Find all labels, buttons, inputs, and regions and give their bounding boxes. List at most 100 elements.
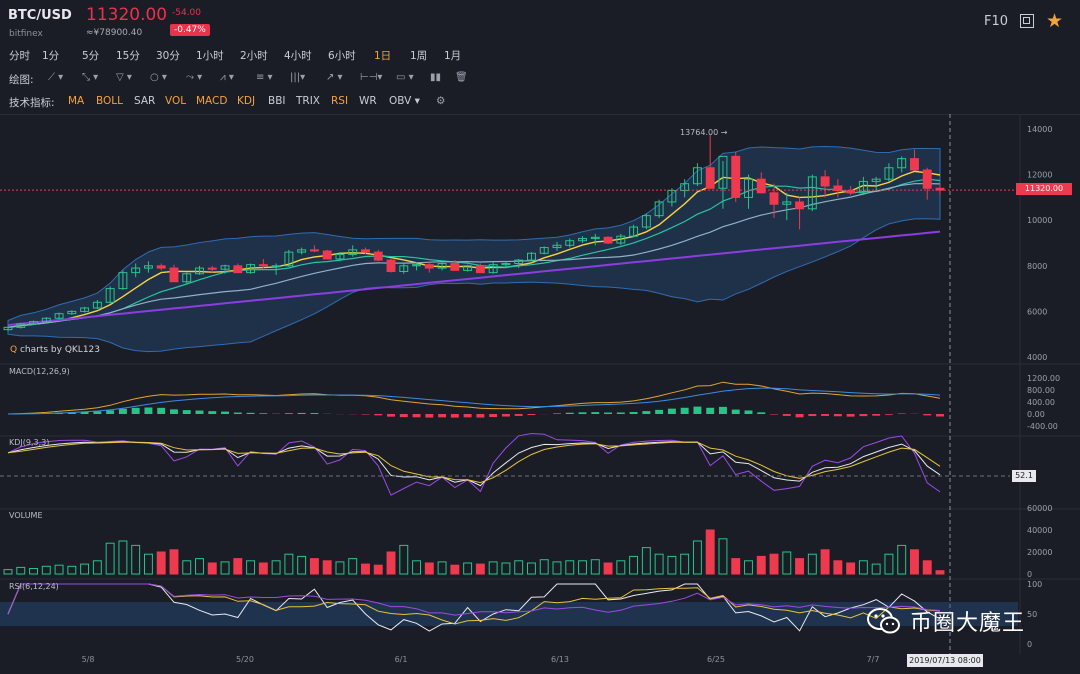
change-percent-badge: -0.47% — [170, 24, 210, 36]
candle — [450, 263, 460, 271]
indicator-ma[interactable]: MA — [68, 95, 85, 107]
cny-price: ≈¥78900.40 — [86, 28, 143, 38]
macd-dif-line — [7, 381, 941, 415]
rsi6-line — [7, 583, 941, 632]
candle — [769, 192, 779, 205]
macd-bar — [310, 413, 319, 414]
fibonacci-tool-icon[interactable]: ≡ ▾ — [256, 72, 273, 83]
candle — [590, 236, 600, 239]
timeframe-0[interactable]: 分时 — [9, 50, 30, 62]
timeframe-7[interactable]: 4小时 — [284, 50, 312, 62]
volume-bar — [807, 553, 817, 575]
macd-tick: 800.00 — [1027, 386, 1055, 395]
timeframe-3[interactable]: 15分 — [116, 50, 140, 62]
timeframe-2[interactable]: 5分 — [82, 50, 100, 62]
macd-bar — [821, 414, 830, 416]
triangle-tool-icon[interactable]: ▽ ▾ — [116, 72, 132, 83]
macd-bar — [578, 412, 587, 414]
favorite-star-icon[interactable]: ★ — [1046, 10, 1064, 32]
volume-bar — [769, 553, 779, 575]
qkl-logo-icon: Q — [10, 345, 18, 355]
macd-bar — [374, 414, 383, 416]
candle — [539, 247, 549, 254]
indicator-vol[interactable]: VOL — [165, 95, 187, 107]
timeframe-6[interactable]: 2小时 — [240, 50, 268, 62]
macd-bar — [642, 411, 651, 414]
timeframe-11[interactable]: 1月 — [444, 50, 462, 62]
trash-icon[interactable]: 🗑 — [455, 72, 468, 83]
circle-tool-icon[interactable]: ○ ▾ — [150, 72, 167, 83]
candle — [54, 313, 64, 319]
price-tick: 4000 — [1027, 353, 1047, 362]
chart-canvas[interactable]: 1400012000100008000600040001200.00800.00… — [0, 114, 1080, 674]
indicator-kdj[interactable]: KDJ — [237, 95, 256, 107]
volume-bar — [565, 560, 575, 575]
indicator-boll[interactable]: BOLL — [96, 95, 123, 107]
bar-chart-icon[interactable]: ▮▮ — [430, 72, 442, 83]
volume-bar — [182, 560, 192, 575]
measure-tool-icon[interactable]: ⊢⊣▾ — [360, 72, 383, 83]
date-tick: 6/1 — [395, 655, 408, 664]
timeframe-10[interactable]: 1周 — [410, 50, 428, 62]
macd-bar — [501, 414, 510, 417]
volume-tick: 0 — [1027, 570, 1032, 579]
macd-bar — [553, 413, 561, 414]
volume-bar — [3, 569, 13, 575]
rsi-tick: 0 — [1027, 640, 1032, 649]
candle — [309, 249, 319, 252]
macd-bar — [233, 412, 242, 414]
ray-tool-icon[interactable]: ⤡ ▾ — [82, 72, 99, 83]
macd-bar — [616, 412, 625, 414]
volume-bar — [705, 529, 715, 575]
macd-bar — [182, 410, 191, 414]
candle — [884, 167, 894, 180]
candle — [897, 158, 907, 169]
candle — [220, 265, 230, 270]
fullscreen-icon[interactable] — [1020, 14, 1034, 28]
arrow-tool-icon[interactable]: ↗ ▾ — [326, 72, 343, 83]
volume-bar — [54, 564, 64, 575]
volume-bar — [246, 560, 256, 575]
indicator-wr[interactable]: WR — [359, 95, 377, 107]
indicator-sar[interactable]: SAR — [134, 95, 156, 107]
watermark-text: 币圈大魔王 — [910, 611, 1026, 636]
macd-bar — [680, 407, 689, 414]
indicator-trix[interactable]: TRIX — [296, 95, 320, 107]
settings-icon[interactable]: ⚙ — [436, 95, 446, 107]
comment-tool-icon[interactable]: ▭ ▾ — [396, 72, 414, 83]
volume-bar — [654, 553, 664, 575]
candle — [846, 190, 856, 194]
volume-bar — [169, 549, 179, 575]
pair-symbol[interactable]: BTC/USD — [8, 8, 72, 23]
indicator-bbi[interactable]: BBI — [268, 95, 286, 107]
macd-bar — [744, 410, 753, 414]
timeframe-1[interactable]: 1分 — [42, 50, 60, 62]
macd-bar — [399, 414, 408, 418]
timeframe-5[interactable]: 1小时 — [196, 50, 224, 62]
indicator-label: 技术指标: — [9, 97, 55, 109]
timeframe-9[interactable]: 1日 — [374, 50, 392, 62]
indicator-obv[interactable]: OBV ▾ — [389, 95, 420, 107]
last-price: 11320.00 — [86, 5, 168, 25]
pattern-tool-icon[interactable]: ⩘ ▾ — [220, 72, 234, 83]
macd-bar — [412, 414, 421, 418]
candle — [807, 176, 817, 210]
kdj-k-line — [7, 441, 941, 487]
indicator-macd[interactable]: MACD — [196, 95, 228, 107]
candle — [207, 267, 217, 270]
f10-button[interactable]: F10 — [984, 14, 1009, 29]
indicator-rsi[interactable]: RSI — [331, 95, 349, 107]
volume-bar — [514, 560, 524, 575]
wave-tool-icon[interactable]: ⤳ ▾ — [186, 72, 203, 83]
timeframe-4[interactable]: 30分 — [156, 50, 180, 62]
channel-tool-icon[interactable]: |||▾ — [290, 72, 306, 83]
candle — [373, 251, 383, 261]
volume-bar — [910, 549, 919, 575]
volume-bar — [782, 551, 792, 575]
timeframe-8[interactable]: 6小时 — [328, 50, 356, 62]
line-tool-icon[interactable]: ⟋ ▾ — [48, 72, 64, 83]
volume-bar — [629, 555, 639, 575]
volume-bar — [309, 558, 319, 575]
volume-bar — [233, 558, 243, 575]
macd-bar — [719, 406, 727, 414]
